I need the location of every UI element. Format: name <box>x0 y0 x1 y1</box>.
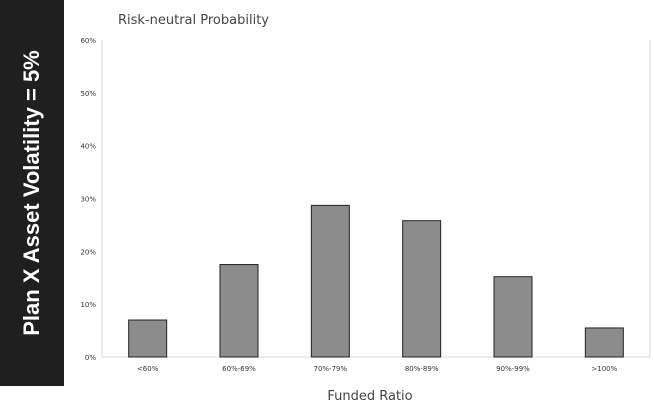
y-tick-label: 50% <box>80 90 96 98</box>
y-tick-label: 10% <box>80 301 96 309</box>
bar <box>493 276 533 358</box>
x-axis-ticks: <60% 60%-69% 70%-79% 80%-89% 90%-99% >100% <box>137 365 618 373</box>
bar <box>402 220 442 358</box>
chart-title: Risk-neutral Probability <box>118 13 269 28</box>
bars-group <box>128 204 624 358</box>
x-tick-label: 80%-89% <box>405 365 439 373</box>
bar <box>584 327 624 358</box>
y-tick-label: 0% <box>85 354 96 362</box>
y-tick-label: 30% <box>80 196 96 204</box>
y-axis-ticks: 0% 10% 20% 30% 40% 50% 60% <box>80 37 96 362</box>
bar <box>219 264 259 358</box>
bar <box>128 319 168 358</box>
y-tick-label: 60% <box>80 37 96 45</box>
x-axis-label: Funded Ratio <box>327 389 412 404</box>
x-tick-label: 60%-69% <box>222 365 256 373</box>
bar <box>310 204 350 358</box>
side-panel: Plan X Asset Volatility = 5% <box>0 0 64 386</box>
x-tick-label: 90%-99% <box>496 365 530 373</box>
x-tick-label: <60% <box>137 365 159 373</box>
x-tick-label: 70%-79% <box>314 365 348 373</box>
x-tick-label: >100% <box>591 365 617 373</box>
y-tick-label: 40% <box>80 143 96 151</box>
y-tick-label: 20% <box>80 248 96 256</box>
